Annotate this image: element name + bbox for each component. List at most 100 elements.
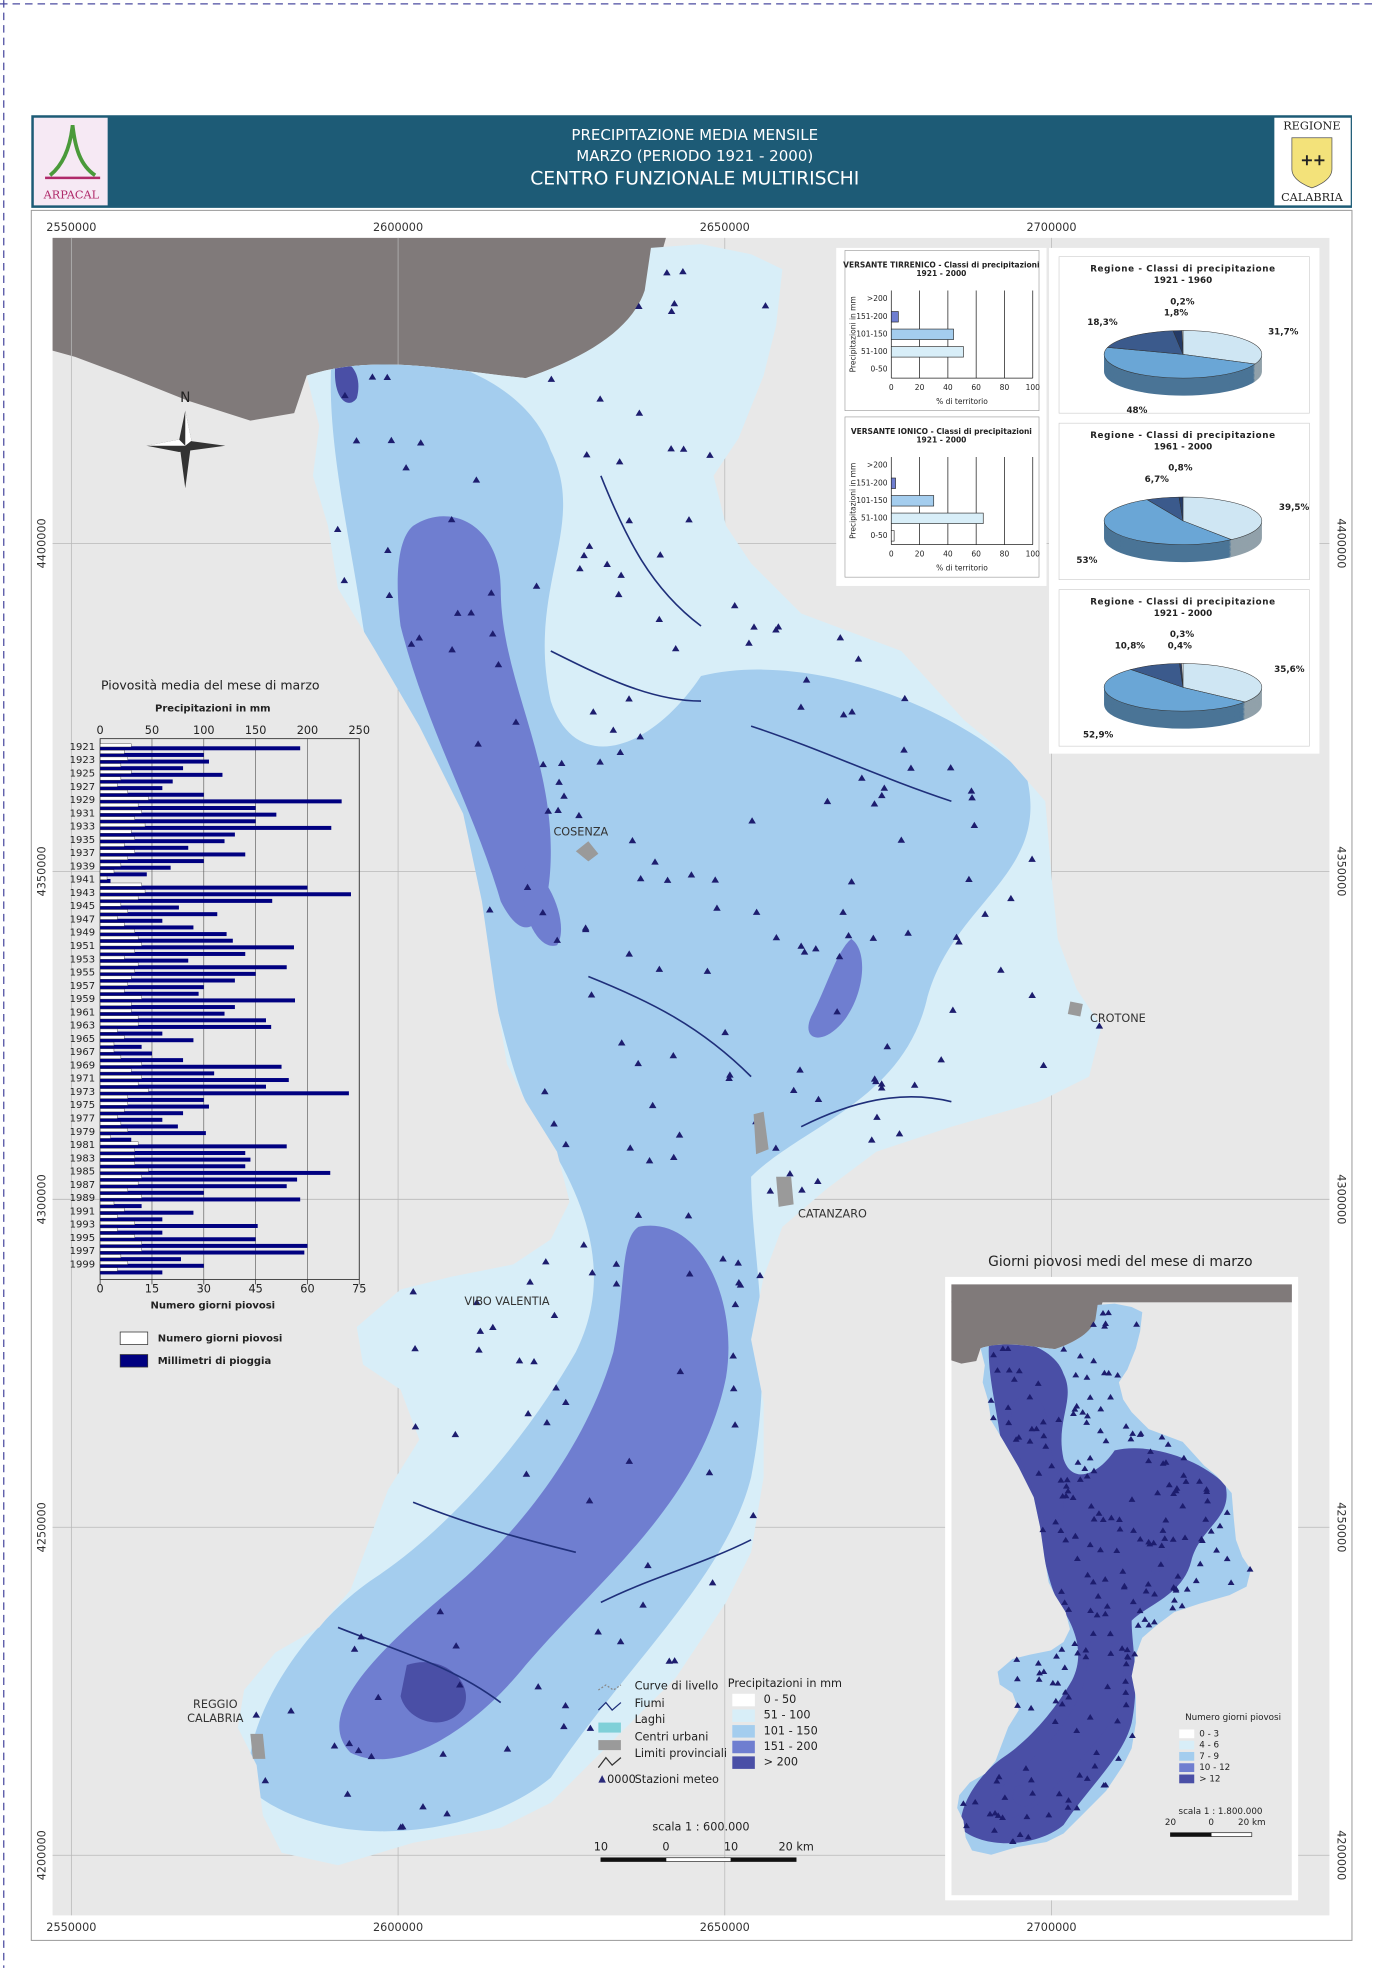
bar [99,1008,132,1013]
place-label: CATANZARO [798,1207,867,1220]
legend-symbol [597,1756,622,1769]
station [1207,1528,1215,1534]
station [877,1080,886,1087]
bar [99,1234,135,1239]
station [1172,1585,1180,1592]
station [663,269,671,276]
scale-tick: 20 km [1238,1818,1266,1828]
station [1101,1323,1109,1329]
y-coord-label: 4300000 [36,1174,49,1224]
y-tick-label: 1975 [70,1100,95,1111]
station [814,1095,823,1102]
bar [99,823,146,827]
station [1196,1560,1204,1567]
pie-label: 48% [1126,406,1147,416]
legend-swatch [1179,1740,1195,1750]
station [1099,1516,1107,1523]
station [1114,1371,1122,1378]
y-tick-label: 1979 [70,1127,95,1138]
station [1128,1732,1136,1739]
station [1095,1510,1103,1516]
station [1129,1598,1137,1605]
bar [100,905,179,910]
station [1101,1369,1108,1376]
bar [890,512,984,524]
station [1101,1576,1109,1582]
bar [100,852,246,857]
bar [99,1181,139,1186]
scale-label: scala 1 : 600.000 [652,1821,749,1834]
place-label: CALABRIA [187,1712,244,1725]
river [550,650,702,702]
bar [99,1061,142,1066]
bar [100,1031,163,1036]
bar [100,812,277,817]
legend-label: Curve di livello [635,1679,719,1692]
bar [100,958,189,963]
y-tick-label: 51-100 [861,513,888,522]
station [648,1101,657,1109]
bar [99,770,132,774]
bar [99,1214,118,1219]
station [1158,1434,1166,1440]
bar [100,1204,142,1209]
station [1005,1419,1013,1426]
station [1007,894,1015,902]
station [671,644,680,652]
station [1042,1443,1050,1449]
bar [100,1170,331,1175]
legend-label: Laghi [635,1713,666,1726]
bar [99,1247,142,1252]
bar [890,495,935,507]
station [1182,1478,1190,1484]
bar [99,829,132,834]
pie-slice [1181,663,1184,688]
station [612,1280,621,1287]
legend-swatch [732,1740,755,1754]
y-tick-label: 1971 [70,1074,95,1085]
station [1121,1582,1128,1589]
y-tick-label: 1997 [70,1246,95,1257]
station [844,931,853,939]
station [1158,1542,1166,1548]
bar [100,819,256,824]
x-tick-label: 0 [97,724,104,737]
station [1107,1650,1115,1656]
station [897,836,906,843]
y-tick-label: 1939 [70,861,95,872]
station [904,929,912,936]
bar [100,1151,246,1155]
bar [100,912,218,917]
station [402,464,410,471]
y-tick-label: 1983 [70,1153,95,1164]
bar [100,918,163,923]
station [553,936,561,943]
station [419,1803,427,1810]
station [1063,1476,1071,1483]
bar [100,998,296,1003]
station [1053,1653,1060,1659]
station [1196,1478,1203,1484]
bar [99,743,132,748]
bar [99,929,135,933]
station [910,1081,919,1088]
bar [99,1068,132,1073]
station [1034,1380,1042,1386]
station [522,1470,531,1477]
y-tick-label: 0-50 [871,364,888,373]
station [868,1136,876,1143]
station [1246,1566,1254,1572]
x-tick-label: 250 [349,724,370,737]
bar [99,796,149,801]
station [870,1075,879,1082]
station [625,1457,634,1464]
inset-title: Giorni piovosi medi del mese di marzo [988,1254,1252,1270]
bar [100,766,184,771]
legend-label: 151 - 200 [764,1740,818,1753]
station [1086,1541,1094,1548]
station [1060,1346,1068,1352]
bar [99,1108,125,1113]
bar [100,965,287,970]
scale-tick: 20 km [778,1841,813,1854]
inset-legend-title: Numero giorni piovosi [1185,1713,1281,1723]
